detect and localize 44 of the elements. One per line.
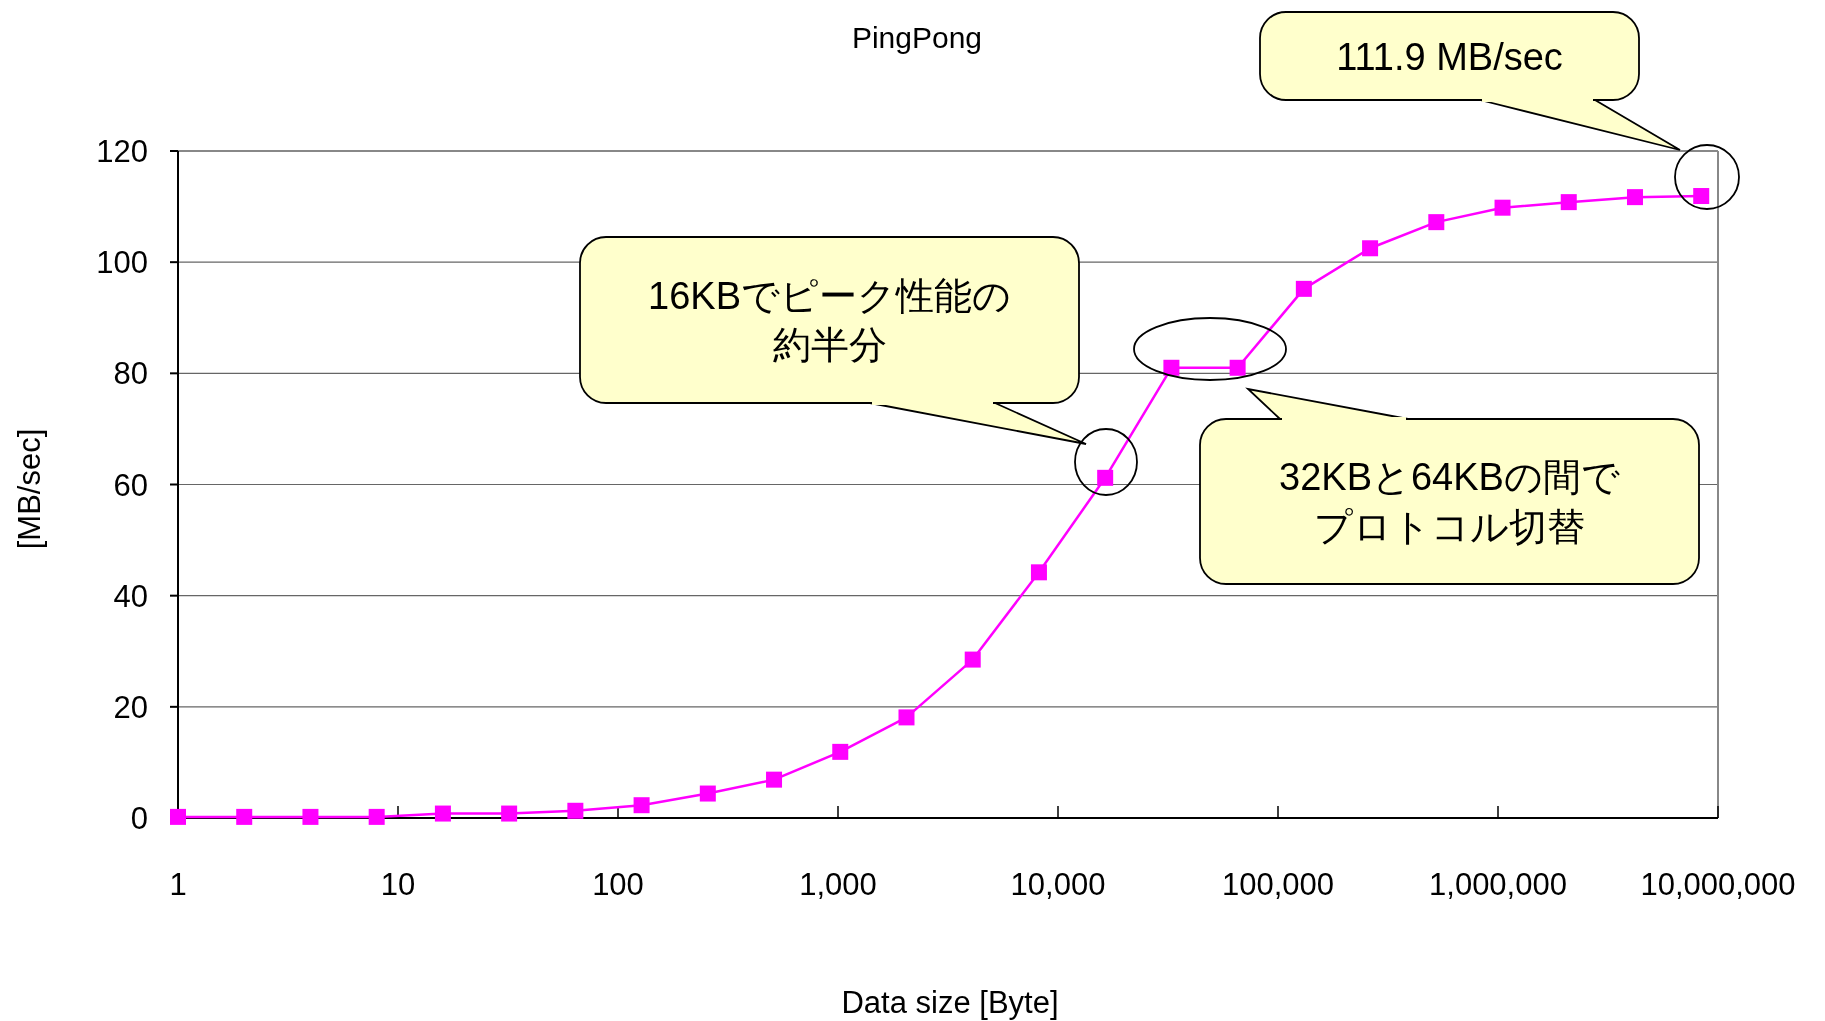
point [236,808,253,825]
point [434,805,451,822]
point [1030,564,1047,581]
point [1560,194,1577,211]
y-tick-label: 60 [113,467,148,503]
point [1362,240,1379,257]
point [1163,359,1180,376]
point [1295,280,1312,297]
x-axis-title: Data size [Byte] [841,985,1059,1020]
x-tick-label: 10,000 [1010,867,1106,902]
point [633,797,650,814]
chart-title: PingPong [851,21,983,54]
y-tick-label: 0 [130,801,148,836]
point [832,743,849,760]
y-axis-title: [MB/sec] [12,428,47,550]
point [1229,359,1246,376]
point [1693,188,1710,205]
point [1626,189,1643,206]
point [302,808,319,825]
x-tick-label: 1,000,000 [1429,867,1567,902]
point [964,651,981,668]
x-tick-label: 100,000 [1221,867,1335,902]
point [1494,199,1511,216]
point [898,709,915,726]
annotation: 16KBでピーク性能の約半分 [648,274,1011,367]
point [501,805,518,822]
y-tick-label: 120 [96,134,148,169]
point [699,785,716,802]
y-tick-label: 80 [113,356,148,392]
annotation: 32KBと64KBの間でプロトコル切替 [1279,456,1620,548]
point [567,802,584,819]
point [170,808,186,825]
x-tick-label: 10,000,000 [1640,867,1796,902]
point [368,808,385,825]
x-tick-label: 1 [169,867,187,902]
y-tick-label: 20 [113,689,148,725]
x-tick-label: 100 [592,867,644,902]
x-tick-label: 10 [380,867,416,902]
point [766,771,783,788]
x-tick-label: 1,000 [799,867,877,902]
y-tick-label: 40 [113,578,148,614]
point [1428,214,1445,231]
y-tick-label: 100 [96,245,148,281]
point [1097,469,1114,486]
